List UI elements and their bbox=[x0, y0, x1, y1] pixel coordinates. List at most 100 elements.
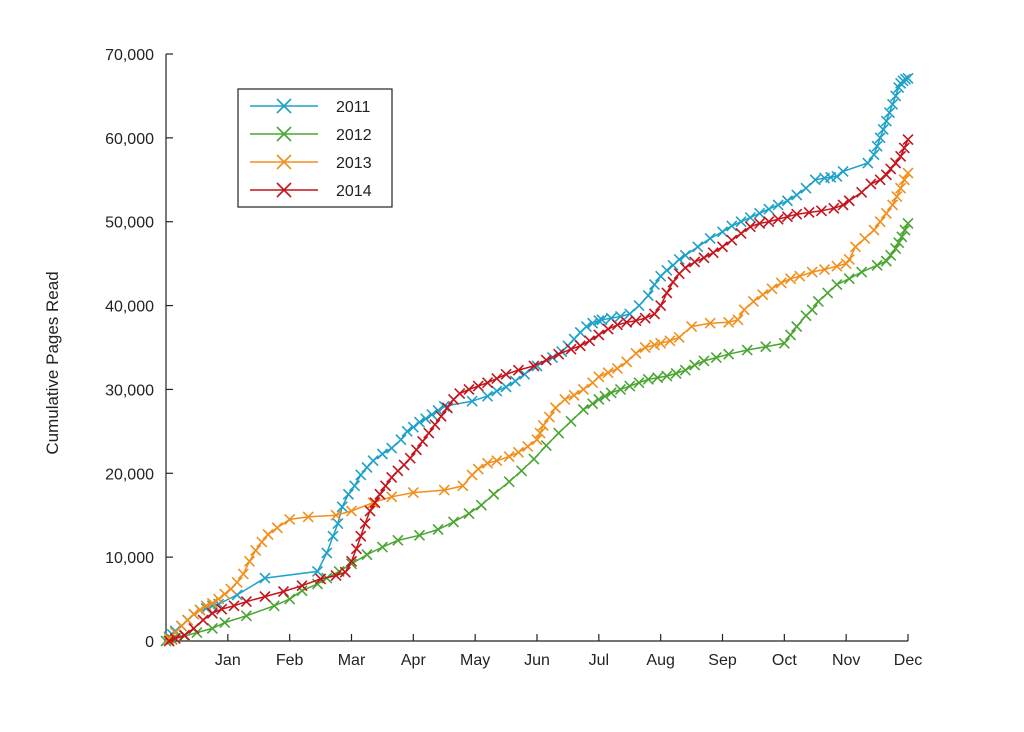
data-point bbox=[874, 132, 886, 144]
data-point bbox=[379, 480, 392, 492]
legend: 2011 2012 2013 2014 bbox=[237, 88, 393, 208]
legend-label: 2011 bbox=[336, 99, 371, 116]
data-point bbox=[898, 142, 910, 154]
data-point bbox=[296, 580, 308, 592]
data-point bbox=[874, 174, 886, 186]
data-point bbox=[367, 455, 379, 467]
legend-swatch-marker bbox=[276, 154, 292, 170]
data-point bbox=[432, 404, 444, 416]
data-point bbox=[723, 348, 735, 360]
data-point bbox=[880, 255, 892, 267]
data-point bbox=[512, 446, 525, 458]
data-point bbox=[457, 480, 469, 492]
data-point bbox=[503, 476, 515, 488]
data-point bbox=[611, 362, 623, 375]
data-point bbox=[577, 383, 589, 395]
data-point bbox=[243, 555, 256, 567]
data-point bbox=[726, 234, 738, 246]
data-point bbox=[862, 157, 874, 169]
data-point bbox=[886, 98, 899, 110]
data-point bbox=[531, 434, 543, 446]
data-point bbox=[874, 216, 886, 228]
data-point bbox=[475, 499, 487, 511]
data-point bbox=[895, 182, 907, 194]
legend-swatch-marker bbox=[276, 126, 292, 142]
data-point bbox=[621, 356, 633, 368]
data-point bbox=[806, 266, 818, 278]
data-point bbox=[500, 368, 512, 380]
data-point bbox=[321, 547, 333, 559]
data-point bbox=[898, 174, 910, 186]
data-point bbox=[843, 273, 855, 285]
x-tick-label: May bbox=[460, 652, 490, 669]
data-point bbox=[723, 316, 735, 328]
x-tick-label: Jun bbox=[524, 652, 550, 669]
data-point bbox=[519, 368, 531, 380]
data-point bbox=[509, 375, 521, 387]
data-point bbox=[883, 107, 896, 119]
data-point bbox=[528, 453, 540, 465]
data-point bbox=[565, 415, 577, 427]
data-point bbox=[754, 207, 766, 219]
data-point bbox=[843, 195, 855, 207]
data-point bbox=[206, 597, 218, 609]
data-point bbox=[407, 421, 419, 433]
data-point bbox=[648, 308, 661, 320]
data-point bbox=[781, 195, 793, 207]
data-point bbox=[302, 511, 314, 523]
data-point bbox=[778, 337, 790, 349]
data-point bbox=[895, 150, 907, 162]
series-2011 bbox=[163, 72, 914, 643]
y-tick-label: 60,000 bbox=[105, 131, 154, 148]
y-tick-label: 40,000 bbox=[105, 299, 154, 316]
data-point bbox=[856, 186, 868, 198]
data-point bbox=[364, 505, 376, 517]
data-point bbox=[277, 585, 290, 598]
y-tick-label: 20,000 bbox=[105, 466, 154, 483]
data-point bbox=[716, 226, 729, 238]
data-point bbox=[670, 367, 682, 380]
data-point bbox=[704, 232, 716, 245]
data-point bbox=[500, 381, 512, 393]
series-line-2013 bbox=[168, 172, 909, 640]
data-point bbox=[763, 203, 775, 215]
data-point bbox=[349, 480, 361, 492]
x-tick-label: Apr bbox=[401, 652, 427, 669]
data-point bbox=[902, 72, 914, 84]
data-point bbox=[206, 622, 218, 634]
data-point bbox=[522, 440, 534, 453]
data-point bbox=[673, 253, 685, 266]
y-tick-label: 30,000 bbox=[105, 382, 154, 399]
data-point bbox=[435, 410, 447, 422]
data-point bbox=[327, 530, 339, 542]
data-point bbox=[602, 323, 614, 335]
data-point bbox=[336, 501, 348, 513]
data-point bbox=[359, 518, 371, 530]
y-tick-label: 70,000 bbox=[105, 47, 154, 64]
data-point bbox=[661, 264, 673, 276]
data-point bbox=[350, 543, 363, 555]
data-point bbox=[429, 419, 441, 431]
data-point bbox=[902, 217, 914, 229]
data-point bbox=[605, 387, 617, 399]
data-point bbox=[583, 335, 596, 347]
data-point bbox=[197, 614, 209, 626]
x-tick-label: Mar bbox=[338, 652, 366, 669]
data-point bbox=[355, 469, 367, 481]
data-point bbox=[899, 224, 911, 236]
legend-swatch-marker bbox=[276, 98, 292, 114]
data-point bbox=[614, 383, 627, 395]
data-point bbox=[540, 354, 552, 366]
data-point bbox=[886, 199, 899, 211]
data-point bbox=[454, 388, 466, 400]
data-point bbox=[332, 518, 344, 530]
data-point bbox=[491, 455, 503, 467]
data-point bbox=[593, 371, 605, 383]
data-point bbox=[880, 115, 892, 127]
data-point bbox=[818, 263, 831, 276]
legend-entry-2011: 2011 bbox=[250, 98, 371, 116]
legend-label: 2014 bbox=[336, 183, 372, 200]
data-point bbox=[565, 343, 577, 355]
data-point bbox=[738, 304, 750, 316]
data-point bbox=[639, 312, 651, 324]
